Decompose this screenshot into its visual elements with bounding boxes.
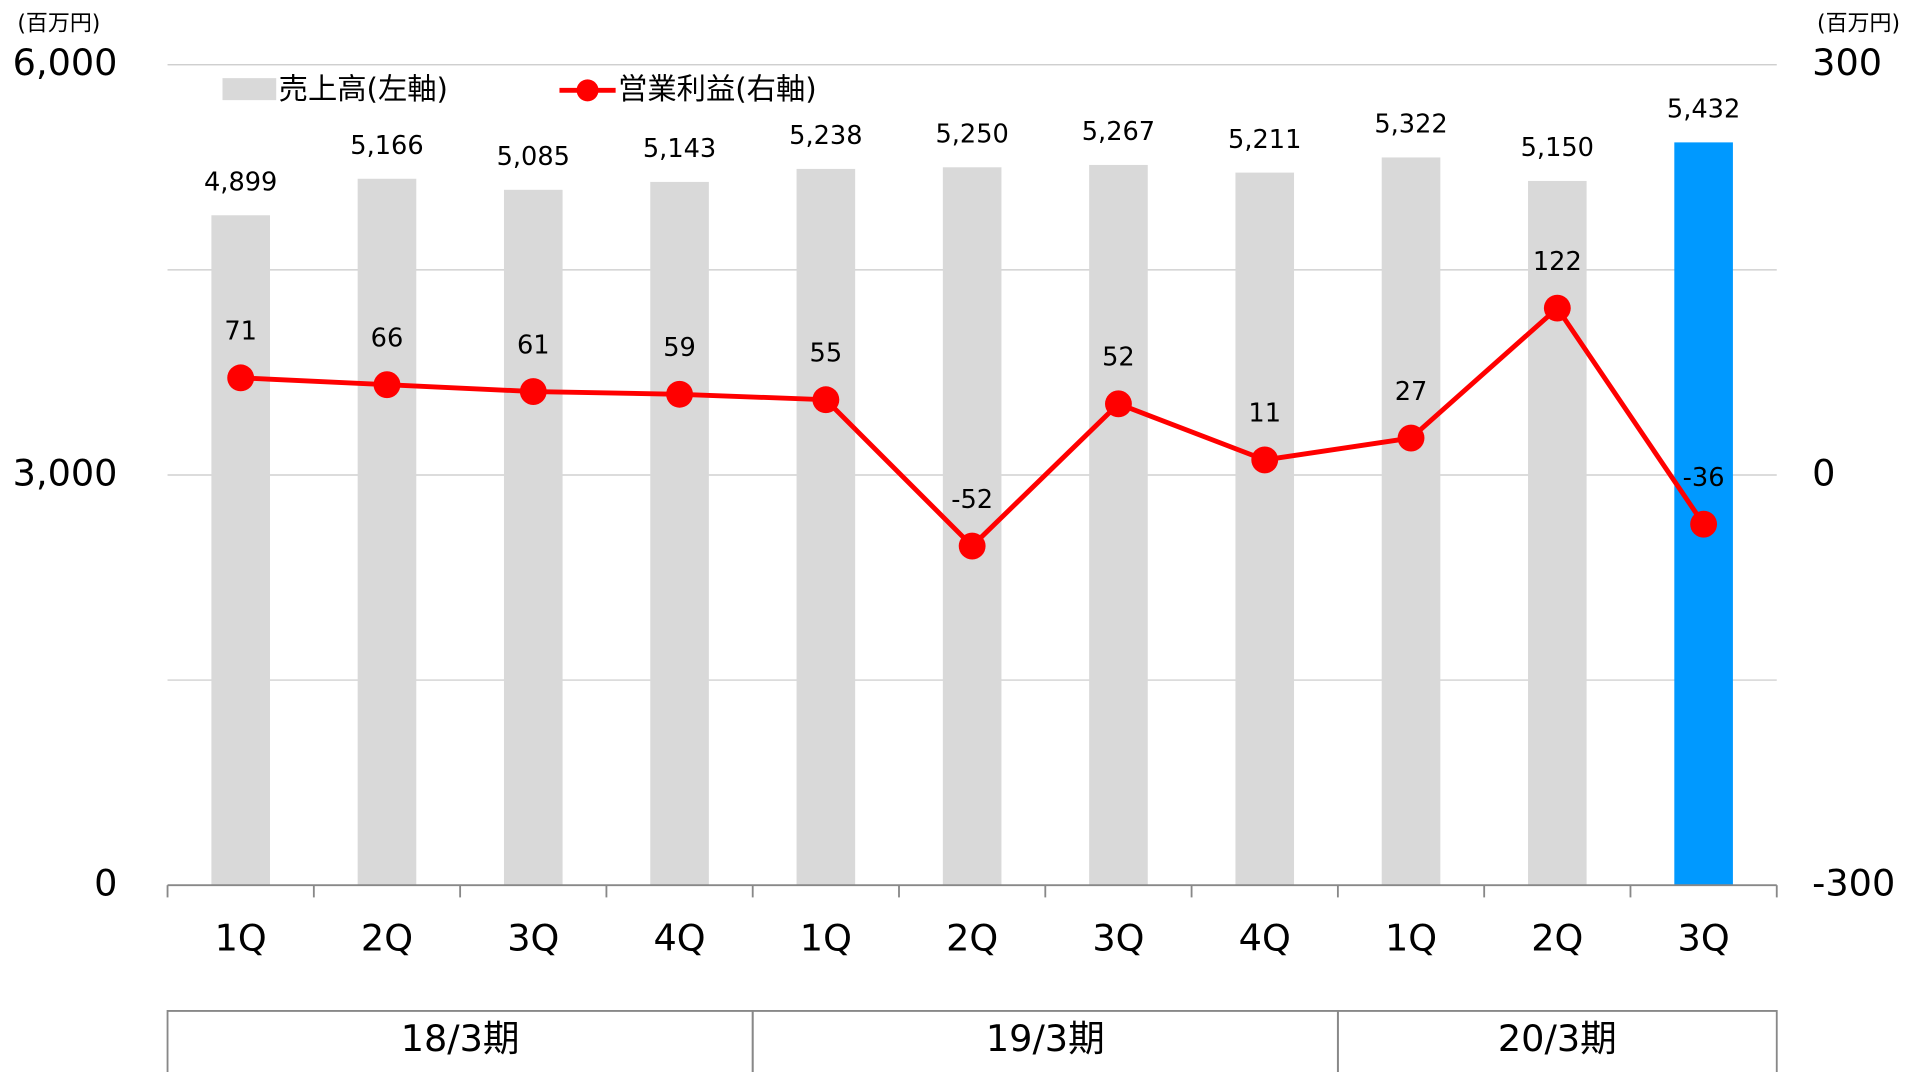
x-tick-label: 4Q — [654, 917, 706, 960]
line-value-label: 52 — [1102, 343, 1135, 373]
line-value-label: -52 — [951, 485, 993, 515]
bar-value-label: 4,899 — [204, 168, 277, 198]
line-point — [1397, 424, 1425, 452]
legend-label: 売上高(左軸) — [279, 72, 448, 106]
bar-value-label: 5,166 — [350, 131, 423, 161]
bar — [1089, 164, 1148, 886]
y2-tick-label: -300 — [1812, 862, 1895, 905]
bar — [796, 168, 856, 886]
y-unit: (百万円) — [17, 11, 100, 36]
x-tick-label: 1Q — [1385, 917, 1437, 960]
y-tick-label: 3,000 — [13, 451, 118, 494]
line-value-label: 61 — [517, 330, 550, 360]
line-value-label: 122 — [1533, 247, 1582, 277]
group-label: 18/3期 — [401, 1017, 520, 1060]
line-point — [373, 371, 401, 399]
line-point — [666, 380, 693, 408]
line-value-label: -36 — [1683, 463, 1725, 493]
x-tick-label: 3Q — [1678, 917, 1730, 960]
line-value-label: 27 — [1395, 377, 1428, 407]
group-box — [1336, 1010, 1778, 1072]
x-tick-label: 2Q — [1531, 917, 1583, 960]
bar-value-label: 5,238 — [789, 121, 862, 151]
line-point — [227, 364, 255, 392]
line-point — [1251, 446, 1279, 474]
line-point — [1690, 510, 1718, 538]
bar — [503, 189, 563, 886]
bar-value-label: 5,267 — [1082, 117, 1155, 147]
bar-value-label: 5,143 — [643, 134, 716, 164]
y-tick-label: 6,000 — [13, 41, 118, 84]
x-tick-label: 3Q — [1092, 917, 1144, 960]
group-label: 19/3期 — [986, 1017, 1105, 1060]
line-point — [1543, 294, 1571, 322]
line-point — [812, 386, 840, 414]
legend-label: 営業利益(右軸) — [618, 72, 817, 106]
bar — [650, 181, 709, 886]
x-tick-label: 2Q — [946, 917, 998, 960]
bar — [211, 215, 270, 886]
legend-swatch — [222, 78, 277, 101]
line-value-label: 71 — [224, 317, 257, 347]
line-point — [958, 532, 986, 560]
x-tick-label: 4Q — [1239, 917, 1291, 960]
bar — [1528, 180, 1587, 886]
y2-tick-label: 0 — [1812, 451, 1835, 494]
bar — [1381, 157, 1441, 886]
x-tick-label: 1Q — [215, 917, 267, 960]
y2-unit: (百万円) — [1817, 11, 1900, 36]
group-label: 20/3期 — [1498, 1017, 1617, 1060]
x-tick-label: 1Q — [800, 917, 852, 960]
bar — [1235, 172, 1295, 886]
legend-marker — [576, 79, 599, 102]
bar-value-label: 5,085 — [497, 142, 570, 172]
line-point — [519, 378, 547, 405]
line-value-label: 11 — [1248, 399, 1281, 429]
y-tick-label: 0 — [94, 862, 117, 905]
bar — [357, 178, 417, 886]
line-point — [1105, 390, 1132, 418]
line-value-label: 59 — [663, 333, 696, 363]
bar-value-label: 5,150 — [1521, 133, 1594, 163]
x-tick-label: 3Q — [507, 917, 559, 960]
y2-tick-label: 300 — [1812, 41, 1882, 84]
bar-value-label: 5,322 — [1374, 110, 1447, 140]
bar-value-label: 5,432 — [1667, 95, 1740, 125]
x-tick-label: 2Q — [361, 917, 413, 960]
bar-value-label: 5,211 — [1228, 125, 1301, 155]
line-value-label: 55 — [810, 339, 843, 369]
bar-value-label: 5,250 — [935, 120, 1008, 150]
line-value-label: 66 — [371, 324, 404, 354]
